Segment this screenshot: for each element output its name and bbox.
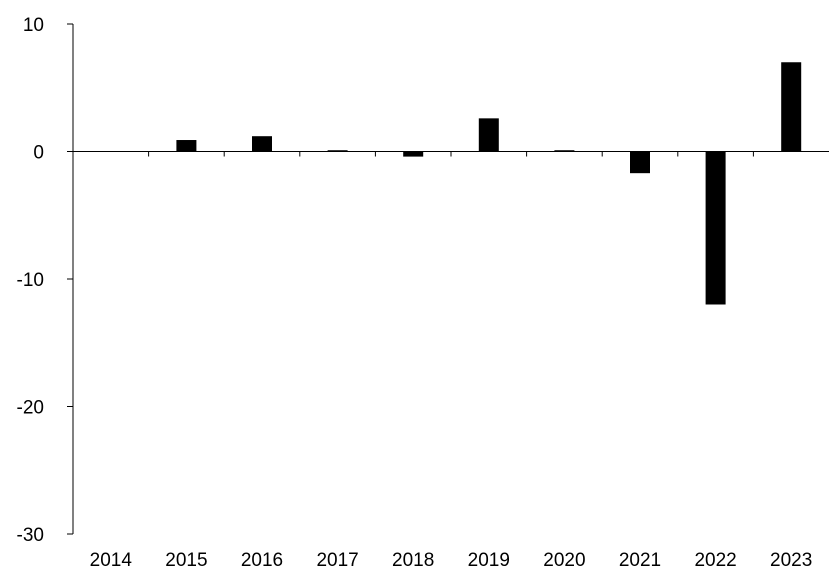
y-axis: 10 0 -10 -20 -30 xyxy=(17,15,74,546)
bars xyxy=(100,62,802,305)
x-tick-label: 2022 xyxy=(694,550,736,571)
x-axis: 2014 2015 2016 2017 2018 2019 2020 2021 2022 2023 xyxy=(73,151,829,571)
x-tick-label: 2018 xyxy=(392,550,434,571)
bar-2017 xyxy=(327,150,348,152)
bar-2016 xyxy=(252,136,272,152)
y-tick-label: -30 xyxy=(17,525,44,546)
x-tick-label: 2021 xyxy=(619,550,661,571)
bar-2018 xyxy=(403,151,424,157)
x-tick-label: 2015 xyxy=(165,550,207,571)
bar-2023 xyxy=(781,62,802,152)
bar-2021 xyxy=(630,151,650,174)
y-tick-label: 10 xyxy=(23,15,44,36)
y-tick-label: 0 xyxy=(33,143,44,164)
bar-2015 xyxy=(176,140,197,152)
x-tick-label: 2017 xyxy=(316,550,358,571)
y-tick-label: -20 xyxy=(17,398,44,419)
bar-2020 xyxy=(554,150,575,152)
x-tick-label: 2016 xyxy=(241,550,283,571)
x-tick-label: 2020 xyxy=(543,550,585,571)
bar-2022 xyxy=(705,151,726,305)
y-tick-label: -10 xyxy=(17,270,44,291)
x-tick-label: 2023 xyxy=(770,550,812,571)
x-tick-label: 2014 xyxy=(90,550,133,571)
x-tick-label: 2019 xyxy=(468,550,510,571)
bar-2019 xyxy=(478,118,499,152)
